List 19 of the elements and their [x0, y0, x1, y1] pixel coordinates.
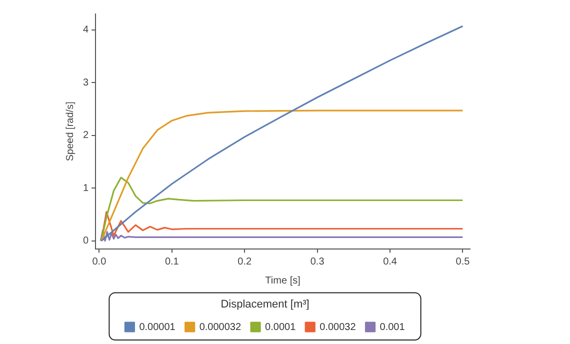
legend-label: 0.0001	[265, 322, 296, 333]
legend-title: Displacement [m³]	[220, 298, 310, 310]
x-tick-label: 0.2	[238, 256, 252, 268]
x-tick-label: 0.0	[92, 256, 107, 268]
legend-label: 0.000032	[199, 322, 242, 333]
x-tick-label: 0.1	[164, 256, 180, 268]
y-tick-label: 3	[83, 77, 89, 88]
x-tick-label: 0.3	[310, 256, 325, 268]
legend-label: 0.00001	[139, 322, 176, 333]
legend-label: 0.00032	[320, 322, 356, 333]
x-axis-title: Time [s]	[265, 276, 301, 287]
x-tick-label: 0.4	[383, 256, 398, 268]
y-tick-label: 2	[83, 130, 89, 142]
legend-label: 0.001	[380, 322, 406, 333]
y-tick-label: 0	[83, 236, 89, 247]
y-tick-label: 1	[83, 182, 89, 194]
y-tick-label: 4	[83, 24, 89, 36]
x-tick-label: 0.5	[456, 256, 470, 268]
y-axis-title: Speed [rad/s]	[64, 101, 76, 162]
